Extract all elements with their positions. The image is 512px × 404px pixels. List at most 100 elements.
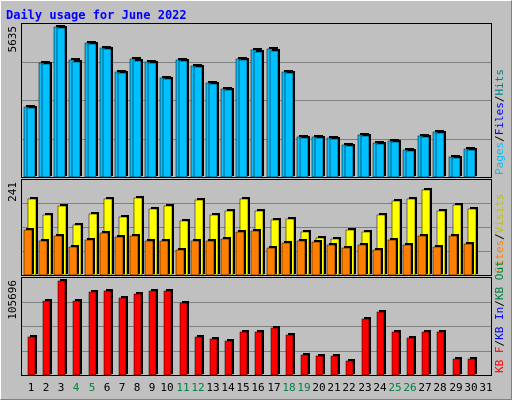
bar-kb-f (270, 327, 279, 376)
bar-files (269, 50, 279, 178)
legend-separator: / (493, 135, 506, 142)
bar-kb-f (300, 354, 309, 376)
x-tick-label: 20 (312, 381, 325, 394)
bar-files (253, 51, 263, 178)
panel-2-ymax-label: 241 (6, 182, 19, 202)
x-tick-label: 23 (358, 381, 371, 394)
bar-files (314, 137, 324, 178)
bar-sites (311, 241, 321, 276)
panel-1-frame (21, 23, 492, 178)
legend-item: KB In (493, 307, 506, 340)
bar-files (435, 132, 445, 178)
x-tick-label: 9 (149, 381, 156, 394)
panel-2-legend: Sites/Visits (493, 194, 506, 274)
bar-sites (266, 247, 276, 276)
bar-kb-f (57, 280, 66, 376)
x-tick-label: 6 (104, 381, 111, 394)
bar-sites (84, 239, 94, 276)
bar-kb-f (179, 302, 188, 376)
panel-3-frame (21, 277, 492, 376)
bar-sites (417, 235, 427, 276)
bar-sites (114, 236, 124, 276)
x-tick-label: 21 (327, 381, 340, 394)
bar-files (223, 89, 233, 178)
bar-kb-f (361, 318, 370, 376)
bar-sites (38, 240, 48, 276)
bar-sites (326, 244, 336, 276)
bar-files (466, 149, 476, 178)
legend-item: Files (493, 102, 506, 135)
bar-files (375, 143, 385, 178)
bar-kb-f (239, 331, 248, 376)
bar-kb-f (118, 297, 127, 376)
panel-3-ymax-label: 105696 (6, 280, 19, 320)
legend-item: Sites (493, 240, 506, 273)
bar-sites (175, 249, 185, 276)
bar-kb-f (163, 290, 172, 376)
x-tick-label: 24 (373, 381, 387, 394)
x-tick-label: 17 (267, 381, 280, 394)
bar-sites (402, 244, 412, 276)
panel-1-legend: Pages/Files/Hits (493, 69, 506, 175)
bar-files (117, 72, 127, 178)
legend-separator: / (493, 233, 506, 240)
bar-kb-f (285, 334, 294, 376)
legend-item: KB F (493, 347, 506, 374)
x-tick-label: 26 (403, 381, 416, 394)
bar-kb-f (72, 300, 81, 376)
bar-kb-f (254, 331, 263, 376)
bar-files (405, 150, 415, 178)
bar-sites (281, 242, 291, 276)
legend-item: KB Out (493, 260, 506, 300)
x-tick-label: 31 (479, 381, 492, 394)
bar-sites (23, 229, 33, 276)
bar-files (56, 27, 66, 178)
x-tick-label: 29 (449, 381, 462, 394)
bar-kb-f (27, 336, 36, 376)
x-tick-label: 14 (221, 381, 235, 394)
bar-kb-f (194, 336, 203, 376)
bar-sites (205, 240, 215, 276)
bar-sites (357, 244, 367, 276)
legend-separator: / (493, 96, 506, 103)
legend-item: Pages (493, 142, 506, 175)
bar-kb-f (436, 331, 445, 376)
bar-kb-f (330, 355, 339, 376)
x-tick-label: 7 (119, 381, 126, 394)
bar-files (360, 135, 370, 178)
bar-files (162, 78, 172, 178)
bar-kb-f (224, 340, 233, 376)
x-tick-label: 10 (160, 381, 173, 394)
x-tick-label: 27 (418, 381, 431, 394)
x-tick-label: 3 (58, 381, 65, 394)
bar-kb-f (315, 355, 324, 376)
x-tick-label: 18 (282, 381, 295, 394)
x-tick-label: 1 (28, 381, 35, 394)
panel-2-frame (21, 179, 492, 276)
legend-item: Visits (493, 194, 506, 234)
bar-kb-f (209, 338, 218, 376)
panel-1-ymax-label: 5635 (6, 26, 19, 53)
bar-files (132, 60, 142, 178)
bar-files (299, 137, 309, 178)
panel-3-legend: KB F/KB In/KB Out (493, 260, 506, 373)
x-tick-label: 4 (73, 381, 80, 394)
chart-title: Daily usage for June 2022 (6, 8, 187, 22)
x-tick-label: 25 (388, 381, 401, 394)
bar-sites (68, 246, 78, 276)
bar-files (87, 43, 97, 178)
legend-separator: / (493, 300, 506, 307)
bar-kb-f (406, 337, 415, 376)
bar-files (208, 83, 218, 178)
bar-files (390, 141, 400, 178)
bar-files (71, 61, 81, 178)
bar-files (193, 66, 203, 178)
x-tick-label: 22 (342, 381, 355, 394)
bar-sites (220, 238, 230, 276)
bar-files (26, 107, 36, 178)
x-tick-label: 8 (134, 381, 141, 394)
bar-files (329, 138, 339, 178)
legend-item: Hits (493, 69, 506, 96)
